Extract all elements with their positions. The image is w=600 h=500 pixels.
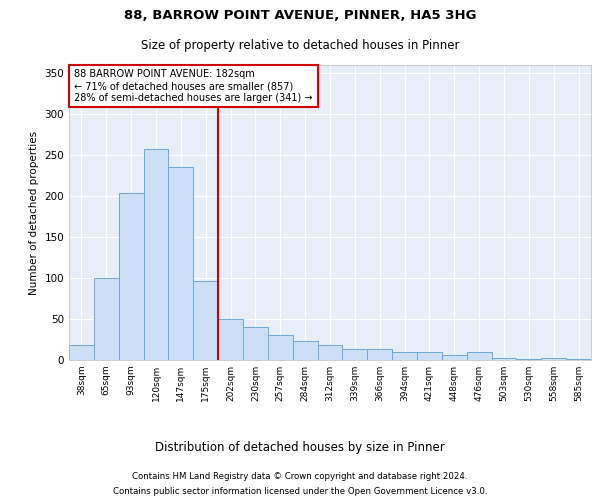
Bar [392,352,417,360]
Bar [293,341,317,360]
Bar [119,193,143,360]
Y-axis label: Number of detached properties: Number of detached properties [29,130,39,294]
Bar [94,278,119,360]
Bar [491,358,517,360]
Bar [566,359,591,360]
Text: Size of property relative to detached houses in Pinner: Size of property relative to detached ho… [141,39,459,52]
Bar [367,348,392,360]
Bar [218,319,243,360]
Text: Contains HM Land Registry data © Crown copyright and database right 2024.: Contains HM Land Registry data © Crown c… [132,472,468,481]
Bar [243,327,268,360]
Bar [193,280,218,360]
Bar [268,336,293,360]
Text: 88 BARROW POINT AVENUE: 182sqm
← 71% of detached houses are smaller (857)
28% of: 88 BARROW POINT AVENUE: 182sqm ← 71% of … [74,70,313,102]
Text: Contains public sector information licensed under the Open Government Licence v3: Contains public sector information licen… [113,488,487,496]
Bar [143,150,169,360]
Text: 88, BARROW POINT AVENUE, PINNER, HA5 3HG: 88, BARROW POINT AVENUE, PINNER, HA5 3HG [124,9,476,22]
Bar [343,348,367,360]
Bar [317,345,343,360]
Bar [417,352,442,360]
Bar [169,166,193,360]
Text: Distribution of detached houses by size in Pinner: Distribution of detached houses by size … [155,441,445,454]
Bar [69,345,94,360]
Bar [442,355,467,360]
Bar [541,358,566,360]
Bar [517,359,541,360]
Bar [467,352,491,360]
